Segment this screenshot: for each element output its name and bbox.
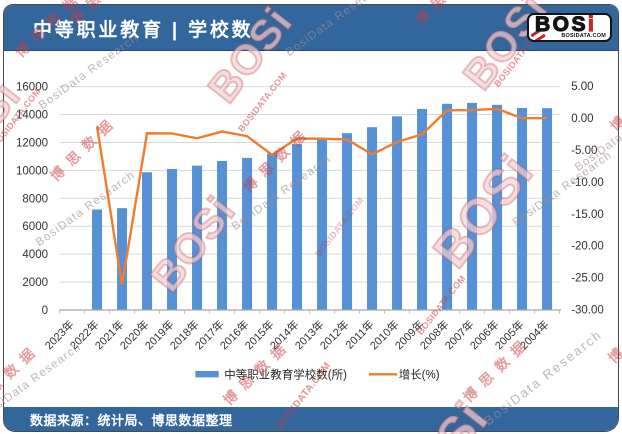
svg-text:16000: 16000: [16, 82, 48, 94]
svg-text:10000: 10000: [16, 165, 48, 177]
svg-text:0.00: 0.00: [571, 113, 593, 125]
svg-text:-15.00: -15.00: [571, 209, 604, 221]
svg-text:4000: 4000: [22, 249, 48, 261]
svg-text:中等职业教育学校数(所): 中等职业教育学校数(所): [224, 367, 347, 381]
svg-text:-5.00: -5.00: [571, 145, 597, 157]
svg-text:-20.00: -20.00: [571, 241, 604, 253]
svg-text:-25.00: -25.00: [571, 273, 604, 285]
svg-text:0: 0: [42, 305, 48, 317]
svg-text:-10.00: -10.00: [571, 177, 604, 189]
svg-text:增长(%): 增长(%): [399, 367, 440, 381]
svg-text:12000: 12000: [16, 137, 48, 149]
svg-text:14000: 14000: [16, 110, 48, 122]
svg-text:2000: 2000: [22, 277, 48, 289]
svg-text:5.00: 5.00: [571, 81, 593, 93]
svg-text:8000: 8000: [22, 193, 48, 205]
svg-text:6000: 6000: [22, 221, 48, 233]
svg-text:-30.00: -30.00: [571, 305, 604, 317]
